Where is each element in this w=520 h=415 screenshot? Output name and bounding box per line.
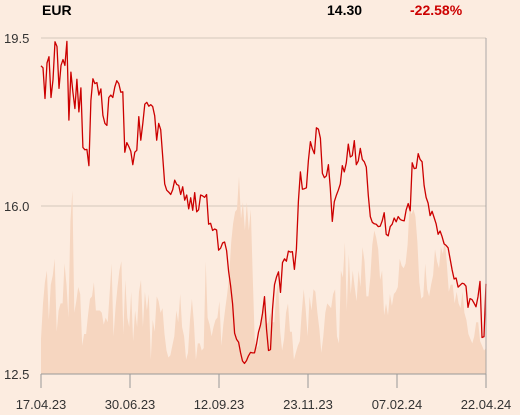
price-line-group — [40, 40, 487, 365]
x-tick-label: 17.04.23 — [16, 397, 67, 412]
price-line — [40, 40, 487, 365]
x-tick-labels: 17.04.23 30.06.23 12.09.23 23.11.23 07.02.24… — [16, 397, 512, 412]
x-tick-label: 07.02.24 — [372, 397, 423, 412]
y-tick-labels: 19.5 16.0 12.5 — [4, 31, 29, 382]
price-change-percent: -22.58% — [410, 2, 463, 18]
volume-area — [41, 176, 486, 374]
axes — [40, 38, 487, 388]
volume-area-group — [41, 176, 486, 374]
y-tick-label: 19.5 — [4, 31, 29, 46]
y-tick-label: 16.0 — [4, 199, 29, 214]
y-tick-label: 12.5 — [4, 367, 29, 382]
instrument-name: EUR — [42, 2, 72, 18]
x-tick-label: 22.04.24 — [461, 397, 512, 412]
x-tick-label: 23.11.23 — [283, 397, 333, 412]
x-tick-label: 30.06.23 — [105, 397, 156, 412]
current-price: 14.30 — [327, 2, 363, 18]
x-tick-label: 12.09.23 — [194, 397, 245, 412]
